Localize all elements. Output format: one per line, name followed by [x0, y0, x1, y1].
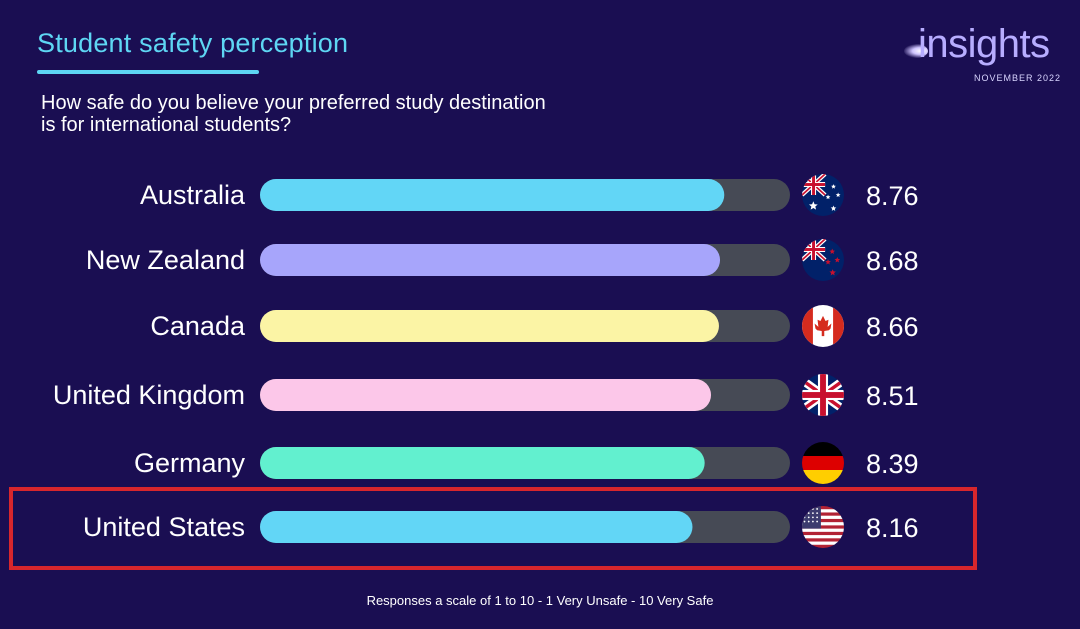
bar-row-germany: Germany 8.39	[134, 442, 919, 484]
category-label: United Kingdom	[53, 380, 245, 410]
new-zealand-flag-icon	[802, 239, 844, 281]
bar	[260, 447, 705, 479]
bar-row-new-zealand: New Zealand 8.68	[86, 239, 919, 281]
scale-footnote: Responses a scale of 1 to 10 - 1 Very Un…	[366, 593, 714, 608]
brand-date: NOVEMBER 2022	[974, 73, 1062, 83]
australia-flag-icon	[802, 174, 844, 216]
value-label: 8.39	[866, 449, 919, 479]
highlight-box	[9, 487, 977, 570]
page-title: Student safety perception	[37, 28, 349, 58]
brand-logo: insights NOVEMBER 2022	[900, 22, 1060, 92]
category-label: Germany	[134, 448, 246, 478]
bar	[260, 379, 712, 411]
bar-row-canada: Canada 8.66	[150, 305, 919, 347]
value-label: 8.51	[866, 381, 919, 411]
germany-flag-icon	[802, 442, 844, 484]
category-label: Canada	[150, 311, 246, 341]
category-label: United States	[83, 512, 245, 542]
brand-name: insights	[918, 22, 1050, 66]
united-kingdom-flag-icon	[802, 374, 844, 416]
bar	[260, 310, 719, 342]
value-label: 8.66	[866, 312, 919, 342]
value-label: 8.68	[866, 246, 919, 276]
value-label: 8.76	[866, 181, 919, 211]
title-underline	[37, 70, 259, 74]
bar-row-united-kingdom: United Kingdom 8.51	[53, 374, 919, 416]
bar-row-australia: Australia 8.76	[140, 174, 919, 216]
value-label: 8.16	[866, 513, 919, 543]
sparkle-icon	[904, 44, 928, 58]
bar	[260, 511, 693, 543]
bar	[260, 244, 721, 276]
category-label: New Zealand	[86, 245, 245, 275]
survey-question: How safe do you believe your preferred s…	[41, 92, 546, 136]
category-label: Australia	[140, 180, 246, 210]
bar	[260, 179, 725, 211]
canada-flag-icon	[802, 305, 844, 347]
bar-row-united-states: United States 8.16	[83, 506, 919, 548]
united-states-flag-icon	[802, 506, 844, 548]
